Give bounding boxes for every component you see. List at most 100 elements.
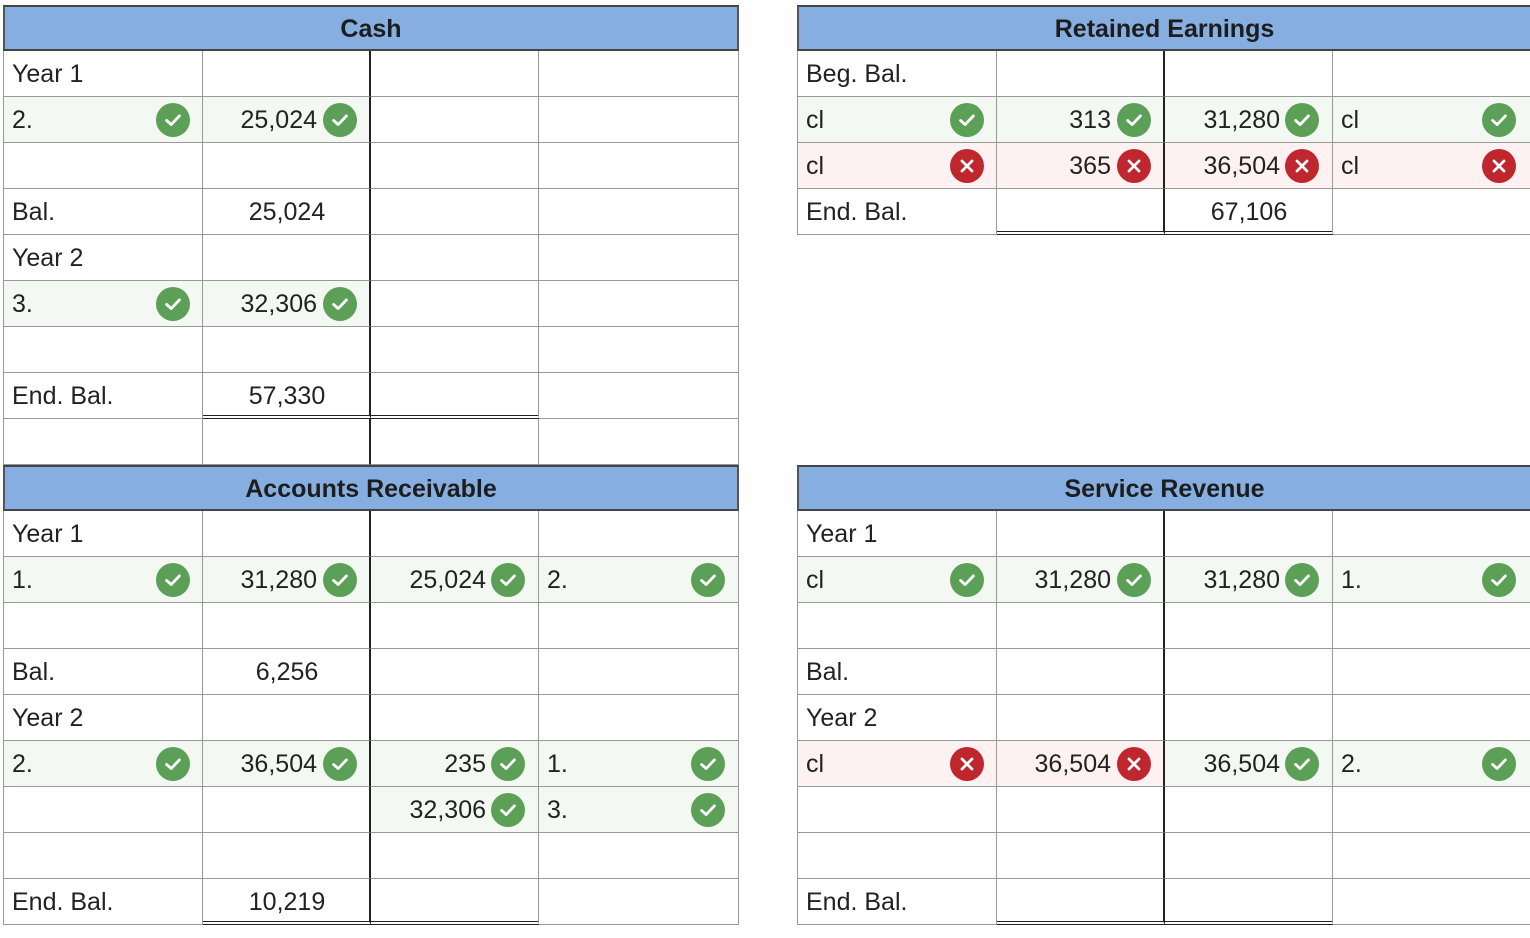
- credit-label-cell: [1333, 51, 1530, 97]
- debit-cell[interactable]: 32,306: [203, 281, 371, 327]
- credit-label-cell[interactable]: cl: [1333, 97, 1530, 143]
- entry-label-cell[interactable]: cl: [797, 557, 997, 603]
- ledger-row: End. Bal. 57,330: [3, 373, 739, 419]
- x-circle-icon: [1482, 149, 1516, 183]
- amount-text: 31,280: [1203, 566, 1280, 594]
- amount-text: 313: [1069, 106, 1111, 134]
- debit-cell[interactable]: 57,330: [203, 373, 371, 419]
- credit-cell: [1165, 787, 1333, 833]
- credit-label-cell[interactable]: 1.: [539, 741, 739, 787]
- credit-cell: [371, 281, 539, 327]
- entry-label-cell[interactable]: End. Bal.: [797, 879, 997, 925]
- entry-label-cell[interactable]: 1.: [3, 557, 203, 603]
- credit-cell: [1165, 879, 1333, 925]
- entry-label-cell[interactable]: End. Bal.: [3, 373, 203, 419]
- entry-label-cell[interactable]: Year 2: [3, 695, 203, 741]
- check-circle-icon: [323, 103, 357, 137]
- check-circle-icon: [156, 747, 190, 781]
- entry-label-cell: [3, 327, 203, 373]
- credit-label-cell: [1333, 603, 1530, 649]
- entry-label-cell[interactable]: Bal.: [3, 649, 203, 695]
- credit-cell[interactable]: 235: [371, 741, 539, 787]
- credit-cell[interactable]: 31,280: [1165, 557, 1333, 603]
- debit-cell[interactable]: 365: [997, 143, 1165, 189]
- credit-cell[interactable]: 32,306: [371, 787, 539, 833]
- amount-text: 10,219: [248, 888, 326, 916]
- credit-cell: [371, 189, 539, 235]
- credit-label-cell: [539, 695, 739, 741]
- debit-cell: [997, 51, 1165, 97]
- credit-label-cell[interactable]: 1.: [1333, 557, 1530, 603]
- debit-cell[interactable]: 25,024: [203, 97, 371, 143]
- entry-label-cell[interactable]: cl: [797, 97, 997, 143]
- credit-label-cell: [1333, 649, 1530, 695]
- amount-text: 36,504: [1203, 750, 1280, 778]
- entry-label-cell[interactable]: 2.: [3, 741, 203, 787]
- entry-label-cell[interactable]: 2.: [3, 97, 203, 143]
- entry-label-cell[interactable]: 3.: [3, 281, 203, 327]
- entry-label-cell[interactable]: cl: [797, 741, 997, 787]
- debit-cell[interactable]: 31,280: [997, 557, 1165, 603]
- entry-label-cell: [797, 603, 997, 649]
- debit-cell[interactable]: 31,280: [203, 557, 371, 603]
- credit-cell[interactable]: 67,106: [1165, 189, 1333, 235]
- amount-text: 36,504: [1034, 750, 1111, 778]
- entry-label-cell: [3, 419, 203, 465]
- ledger-row: End. Bal. 67,106: [797, 189, 1530, 235]
- debit-cell[interactable]: 25,024: [203, 189, 371, 235]
- debit-cell: [203, 695, 371, 741]
- credit-cell[interactable]: 36,504: [1165, 143, 1333, 189]
- credit-cell: [371, 97, 539, 143]
- debit-cell[interactable]: 313: [997, 97, 1165, 143]
- credit-label-cell[interactable]: 3.: [539, 787, 739, 833]
- ledger-row: Beg. Bal.: [797, 51, 1530, 97]
- credit-label-cell: [1333, 879, 1530, 925]
- debit-cell[interactable]: 36,504: [203, 741, 371, 787]
- credit-label-cell[interactable]: 2.: [1333, 741, 1530, 787]
- credit-label-cell[interactable]: 2.: [539, 557, 739, 603]
- entry-label-cell[interactable]: End. Bal.: [3, 879, 203, 925]
- amount-text: 31,280: [1034, 566, 1111, 594]
- x-circle-icon: [1285, 149, 1319, 183]
- entry-label-text: 1.: [12, 566, 33, 594]
- entry-label-cell[interactable]: cl: [797, 143, 997, 189]
- entry-label-text: 2.: [547, 566, 568, 594]
- amount-text: 67,106: [1210, 198, 1288, 226]
- debit-cell[interactable]: 10,219: [203, 879, 371, 925]
- check-circle-icon: [156, 563, 190, 597]
- credit-label-cell: [539, 97, 739, 143]
- entry-label-text: Year 2: [806, 704, 878, 732]
- check-circle-icon: [156, 287, 190, 321]
- check-circle-icon: [691, 793, 725, 827]
- ledger-row: Year 1: [3, 51, 739, 97]
- credit-cell: [1165, 51, 1333, 97]
- credit-cell: [1165, 833, 1333, 879]
- check-circle-icon: [1117, 103, 1151, 137]
- account-title: Cash: [3, 5, 739, 51]
- debit-cell: [997, 511, 1165, 557]
- credit-cell: [1165, 511, 1333, 557]
- entry-label-cell[interactable]: End. Bal.: [797, 189, 997, 235]
- debit-cell[interactable]: 36,504: [997, 741, 1165, 787]
- debit-cell: [203, 603, 371, 649]
- entry-label-cell[interactable]: Bal.: [797, 649, 997, 695]
- debit-cell: [997, 833, 1165, 879]
- entry-label-text: cl: [806, 750, 825, 778]
- credit-cell: [371, 511, 539, 557]
- debit-cell: [997, 189, 1165, 235]
- credit-label-cell[interactable]: cl: [1333, 143, 1530, 189]
- debit-cell[interactable]: 6,256: [203, 649, 371, 695]
- credit-label-cell: [539, 649, 739, 695]
- ledger-row: [3, 603, 739, 649]
- credit-cell[interactable]: 25,024: [371, 557, 539, 603]
- credit-cell: [371, 51, 539, 97]
- credit-cell[interactable]: 31,280: [1165, 97, 1333, 143]
- credit-cell[interactable]: 36,504: [1165, 741, 1333, 787]
- entry-label-cell[interactable]: Bal.: [3, 189, 203, 235]
- check-circle-icon: [1482, 103, 1516, 137]
- check-circle-icon: [323, 287, 357, 321]
- entry-label-text: Bal.: [12, 198, 56, 226]
- entry-label-text: cl: [1341, 106, 1360, 134]
- entry-label-cell[interactable]: Year 2: [3, 235, 203, 281]
- entry-label-cell[interactable]: Year 2: [797, 695, 997, 741]
